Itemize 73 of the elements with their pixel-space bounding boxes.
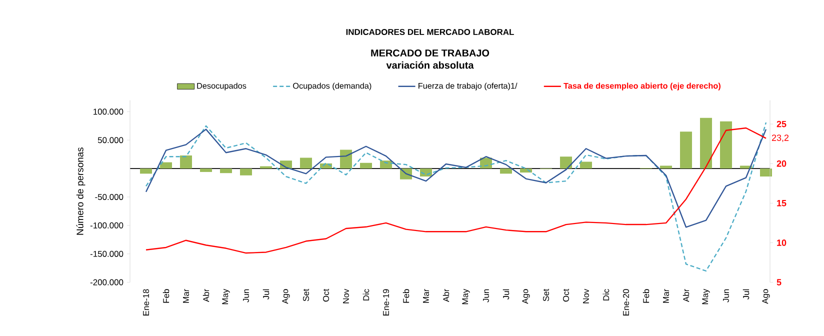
chart-subtitle: MERCADO DE TRABAJO	[371, 49, 490, 57]
y-tick-label: -50.000	[95, 194, 124, 200]
x-tick-label: Abr	[442, 288, 450, 302]
x-tick-label: Nov	[343, 288, 349, 304]
x-tick-label: Mar	[663, 288, 669, 303]
bar	[680, 132, 692, 169]
x-tick-label: Jun	[243, 289, 249, 302]
y2-tick-label: 10	[777, 240, 786, 246]
y-tick-label: -100.000	[90, 222, 124, 228]
legend-label: Desocupados	[197, 82, 246, 90]
bar	[200, 168, 212, 172]
bar	[140, 168, 152, 174]
y2-tick-label: 20	[776, 160, 786, 167]
x-tick-label: May	[222, 288, 230, 304]
y2-tick-label: 15	[777, 200, 786, 206]
x-tick-label: Oct	[563, 288, 570, 302]
bar	[340, 150, 352, 169]
chart-title: INDICADORES DEL MERCADO LABORAL	[346, 29, 514, 35]
x-tick-label: Ene-18	[143, 289, 149, 316]
x-tick-label: Jun	[723, 289, 729, 302]
data-label: 23,2	[772, 134, 789, 142]
x-tick-label: Jul	[262, 289, 270, 300]
bar	[180, 155, 192, 169]
bar	[500, 168, 512, 174]
x-tick-label: Abr	[682, 288, 690, 302]
bar	[300, 158, 312, 169]
y-tick-label: -150.000	[90, 250, 124, 257]
legend-label: Tasa de desempleo abierto (eje derecho)	[564, 82, 720, 90]
text: variación absoluta	[386, 61, 474, 69]
bar	[240, 168, 252, 176]
y-axis-title: Número de personas	[76, 147, 86, 235]
bar	[160, 162, 172, 169]
legend-label: Fuerza de trabajo (oferta)1/	[418, 82, 518, 90]
x-tick-label: Jul	[502, 289, 510, 300]
x-tick-label: Jun	[483, 289, 489, 302]
x-tick-label: Nov	[583, 288, 589, 304]
x-tick-label: May	[462, 288, 470, 304]
x-tick-label: Set	[303, 288, 309, 302]
bar	[700, 118, 712, 169]
x-tick-label: Oct	[323, 288, 329, 302]
bar	[660, 166, 672, 169]
x-tick-label: Feb	[402, 289, 410, 303]
x-tick-label: Mar	[183, 288, 189, 303]
x-tick-label: Ago	[282, 289, 290, 304]
bar	[760, 168, 772, 177]
x-tick-label: Abr	[202, 288, 210, 302]
x-tick-label: Mar	[423, 288, 429, 303]
bar	[360, 162, 372, 169]
x-tick-label: Ago	[762, 289, 770, 304]
x-tick-label: Ene-19	[383, 289, 389, 316]
bar	[720, 121, 732, 169]
line-series	[145, 128, 767, 228]
legend-label: Ocupados (demanda)	[293, 82, 372, 90]
x-tick-label: Dic	[362, 289, 370, 300]
x-tick-label: Ago	[522, 289, 530, 304]
bar	[520, 168, 532, 173]
y2-tick-label: 5	[776, 279, 782, 286]
x-tick-label: Ene-20	[623, 289, 630, 316]
x-tick-label: Jul	[742, 289, 750, 300]
x-tick-label: Set	[543, 288, 550, 302]
x-tick-label: Feb	[162, 289, 170, 303]
bar	[380, 160, 392, 169]
bar	[580, 162, 592, 169]
x-tick-label: Dic	[602, 289, 610, 300]
line-series	[145, 122, 767, 272]
bar	[220, 168, 232, 174]
y-tick-label: 100.000	[94, 108, 124, 115]
y-tick-label: -200.000	[90, 279, 124, 286]
bar	[560, 156, 572, 169]
x-tick-label: May	[702, 288, 710, 304]
x-tick-label: Feb	[642, 289, 650, 303]
y-tick-label: 50.000	[98, 137, 124, 144]
y2-tick-label: 25	[776, 120, 786, 128]
